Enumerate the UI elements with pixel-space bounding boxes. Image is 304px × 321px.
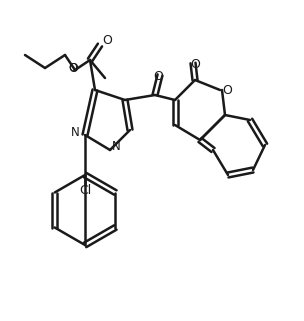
Text: N: N (112, 140, 121, 152)
Text: Cl: Cl (79, 184, 91, 196)
Text: O: O (153, 71, 163, 83)
Text: N: N (71, 126, 80, 140)
Text: O: O (68, 62, 78, 74)
Text: O: O (190, 58, 200, 72)
Text: O: O (69, 63, 78, 73)
Text: O: O (222, 83, 232, 97)
Text: O: O (102, 33, 112, 47)
